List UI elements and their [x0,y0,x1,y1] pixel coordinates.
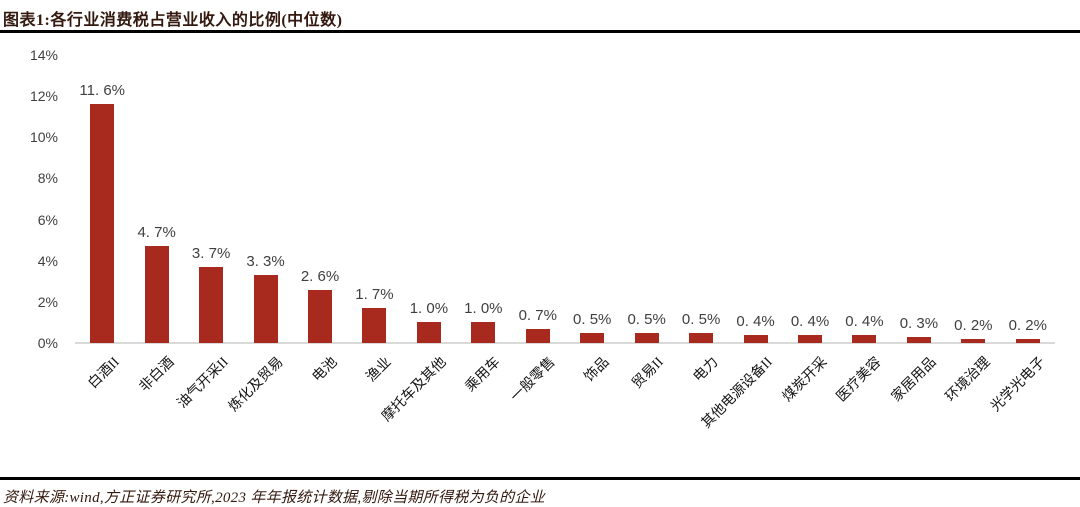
bar [852,334,877,343]
x-category-label: 一般零售 [508,354,559,406]
bar-value-label: 0. 7% [518,306,557,324]
x-category-label: 环境治理 [943,354,994,406]
bar-value-label: 2. 6% [300,267,340,285]
x-category-label: 电池 [310,354,341,386]
bar-value-label: 3. 3% [246,253,285,271]
x-category-label: 贸易II [630,354,668,392]
bar [308,289,332,343]
x-category-label: 乘用车 [463,354,504,396]
source-rule [0,477,1080,480]
bar-value-label: 0. 4% [845,312,884,330]
bar-value-label: 11. 6% [79,82,126,100]
bar [416,322,441,343]
bar-value-label: 1. 7% [355,286,394,304]
chart-title: 图表1:各行业消费税占营业收入的比例(中位数) [3,12,343,29]
x-category-label: 非白酒 [136,354,178,396]
x-category-label: 家居用品 [889,354,940,406]
bar [580,332,605,343]
x-category-label: 电力 [691,354,722,386]
x-axis-line [75,342,1055,344]
bar-value-label: 4. 7% [137,224,176,242]
bar-value-label: 1. 0% [464,300,503,318]
x-category-label: 白酒II [85,354,123,392]
bar [362,308,387,343]
y-tick-label: 12% [29,88,58,105]
bar-value-label: 0. 2% [1008,316,1047,334]
bar [253,275,278,343]
title-rule [0,30,1080,33]
bar-value-label: 3. 7% [191,244,231,262]
bar-value-label: 0. 3% [899,314,939,332]
x-category-label: 煤炭开采 [780,354,831,406]
bar [199,266,224,343]
bar [471,322,496,343]
bar [144,246,169,343]
bar-value-label: 0. 4% [736,312,775,330]
bar [525,328,550,343]
bar [906,336,931,343]
y-tick-label: 14% [29,47,58,63]
bar [743,334,768,343]
bar-value-label: 0. 5% [573,310,612,328]
bar-value-label: 0. 5% [681,310,721,328]
bar [1015,338,1040,343]
bar-value-label: 1. 0% [409,300,449,318]
y-tick-label: 4% [37,252,58,269]
x-category-label: 渔业 [364,354,395,386]
y-tick-label: 10% [29,129,58,146]
y-tick-label: 0% [37,335,58,351]
y-tick-label: 6% [37,211,58,228]
bar-value-label: 0. 4% [790,312,830,330]
bar [689,332,714,343]
bar-value-label: 0. 2% [954,316,993,334]
bar [90,104,115,343]
x-category-label: 医疗美容 [834,354,885,406]
x-category-label: 饰品 [582,354,613,386]
source-note: 资料来源:wind,方正证券研究所,2023 年年报统计数据,剔除当期所得税为负… [3,490,546,506]
bar [961,338,986,343]
y-tick-label: 2% [37,293,58,310]
bar [634,332,659,343]
x-category-label: 炼化及贸易 [225,354,286,415]
x-category-label: 光学光电子 [988,354,1049,415]
y-tick-label: 8% [37,170,58,187]
bar [798,334,822,343]
x-category-label: 油气开采II [174,354,232,412]
bar-value-label: 0. 5% [627,310,666,328]
